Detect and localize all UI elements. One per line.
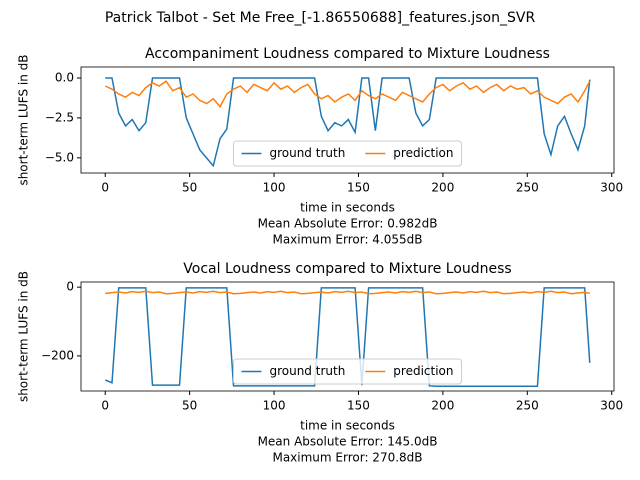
chart-title: Accompaniment Loudness compared to Mixtu… [145, 46, 550, 62]
data-line [105, 77, 591, 168]
legend-box [232, 358, 463, 385]
y-tick-label: −2.5 [45, 110, 74, 124]
legend-label: ground truth [269, 364, 345, 378]
legend-label: prediction [393, 364, 453, 378]
legend: ground truth prediction [232, 358, 463, 385]
x-axis-label: time in seconds [300, 201, 395, 215]
x-tick-label: 50 [182, 399, 197, 413]
x-tick-label: 300 [600, 399, 623, 413]
data-line [104, 80, 591, 109]
plot-frame [80, 66, 615, 174]
y-tick-label: −5.0 [45, 150, 74, 164]
figure-title: Patrick Talbot - Set Me Free_[-1.8655068… [105, 10, 536, 26]
plot-frame [80, 281, 615, 392]
legend-label: ground truth [269, 146, 345, 160]
legend-box [232, 140, 463, 167]
x-tick-label: 200 [431, 181, 454, 195]
y-tick-label: −200 [41, 348, 74, 362]
annotation: Mean Absolute Error: 0.982dB [258, 217, 438, 231]
x-tick-label: 100 [263, 181, 286, 195]
y-tick-label: 0 [66, 280, 74, 294]
annotation: Maximum Error: 4.055dB [272, 233, 422, 247]
x-tick-label: 150 [347, 181, 370, 195]
x-tick-label: 200 [431, 399, 454, 413]
x-axis-label: time in seconds [300, 419, 395, 433]
annotation: Maximum Error: 270.8dB [272, 451, 422, 465]
x-tick-label: 150 [347, 399, 370, 413]
legend-label: prediction [393, 146, 453, 160]
x-tick-label: 50 [182, 181, 197, 195]
legend: ground truth prediction [232, 140, 463, 167]
data-line [104, 287, 591, 387]
x-tick-label: 0 [101, 399, 109, 413]
y-tick-label: 0.0 [55, 71, 74, 85]
y-axis-label: short-term LUFS in dB [17, 271, 31, 402]
y-axis-label: short-term LUFS in dB [17, 54, 31, 185]
x-tick-label: 0 [101, 181, 109, 195]
data-line [105, 290, 590, 295]
x-tick-label: 250 [516, 399, 539, 413]
x-tick-label: 250 [516, 181, 539, 195]
chart-title: Vocal Loudness compared to Mixture Loudn… [183, 261, 511, 277]
x-tick-label: 100 [263, 399, 286, 413]
x-tick-label: 300 [600, 181, 623, 195]
annotation: Mean Absolute Error: 145.0dB [258, 435, 438, 449]
